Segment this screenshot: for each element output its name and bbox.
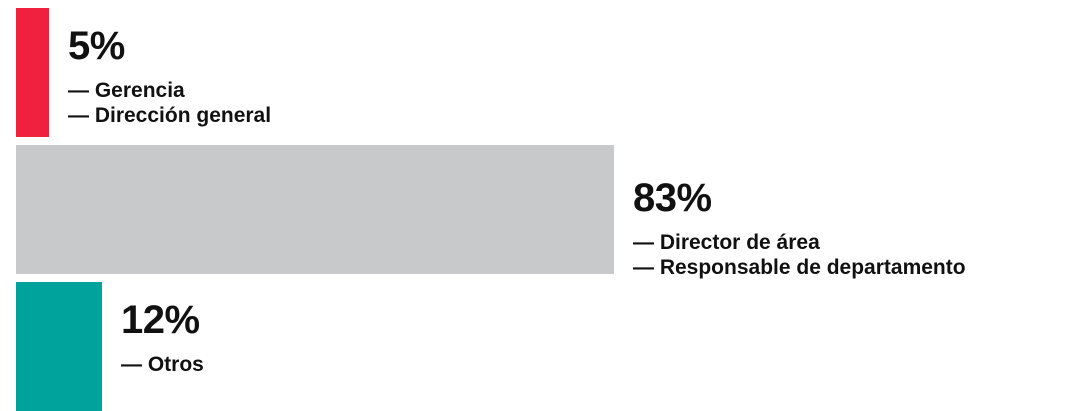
- bar-1-item-1: — Gerencia: [68, 79, 185, 102]
- bar-3-value-label: 12%: [121, 298, 200, 342]
- bar-1-item-2: — Dirección general: [68, 104, 272, 127]
- bar-3-labels: 12% — Otros: [121, 298, 204, 377]
- bar-1-value-label: 5%: [68, 24, 125, 68]
- bar-2-item-1: — Director de área: [633, 231, 820, 254]
- bar-2-value-label: 83%: [633, 176, 712, 220]
- bar-2-item-2: — Responsable de departamento: [633, 256, 966, 279]
- bar-2-labels: 83% — Director de área — Responsable de de…: [633, 176, 966, 280]
- bar-1: [16, 8, 49, 137]
- bar-3-item-1: — Otros: [121, 353, 204, 376]
- bar-2: [16, 145, 614, 274]
- bar-3: [16, 282, 102, 411]
- bar-1-labels: 5% — Gerencia — Dirección general: [68, 24, 271, 128]
